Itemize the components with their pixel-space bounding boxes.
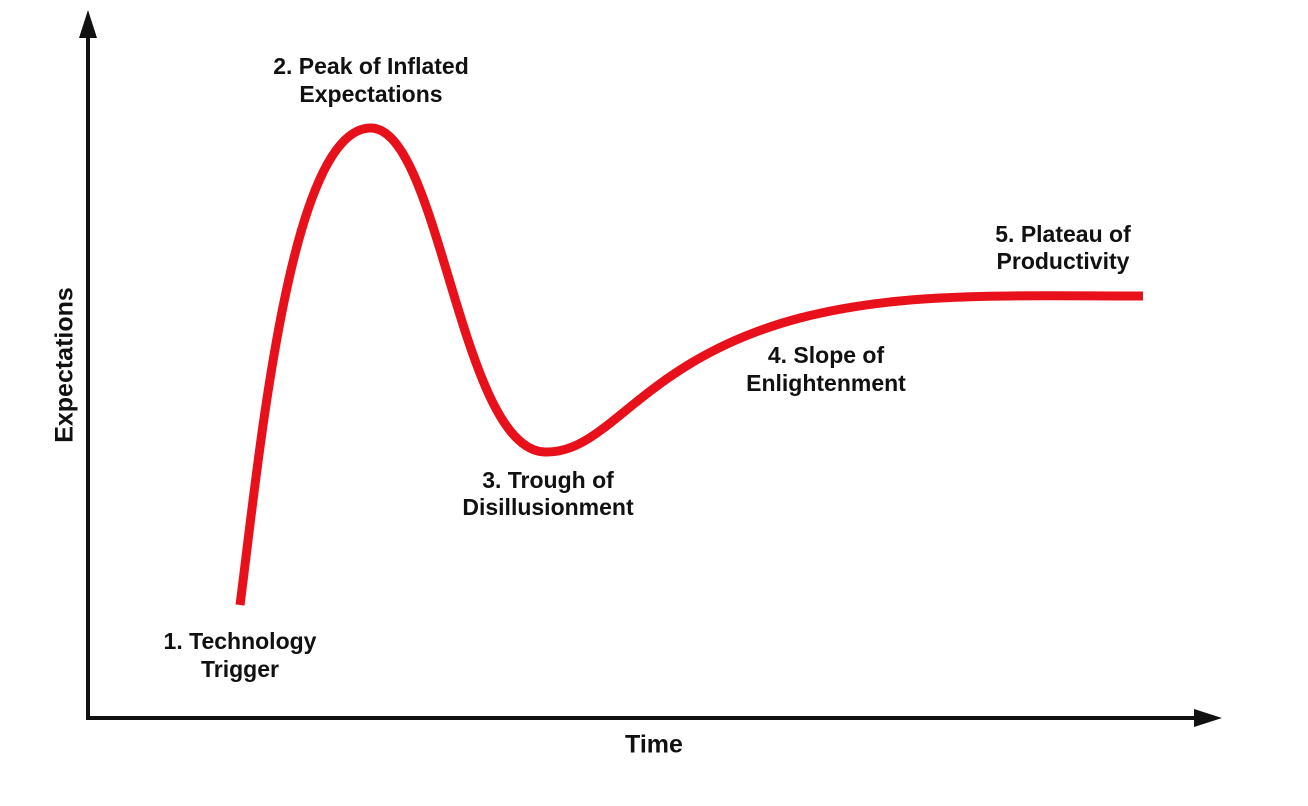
- phase-label: 1. Technology: [164, 628, 317, 654]
- phase-label: Productivity: [997, 248, 1130, 274]
- x-axis-arrow: [1194, 709, 1222, 727]
- y-axis-label: Expectations: [51, 287, 79, 443]
- phase-label: Enlightenment: [746, 370, 906, 396]
- hype-curve: [235, 123, 1144, 606]
- y-axis-arrow: [79, 10, 97, 38]
- phase-label: Trigger: [201, 656, 279, 682]
- phase-label: 5. Plateau of: [995, 221, 1131, 247]
- x-axis-label: Time: [625, 731, 683, 759]
- phase-label: 3. Trough of: [482, 467, 614, 493]
- phase-label: Disillusionment: [462, 494, 634, 520]
- phase-label: 2. Peak of Inflated: [273, 53, 469, 79]
- phase-label: 4. Slope of: [768, 342, 885, 368]
- phase-label: Expectations: [299, 81, 442, 107]
